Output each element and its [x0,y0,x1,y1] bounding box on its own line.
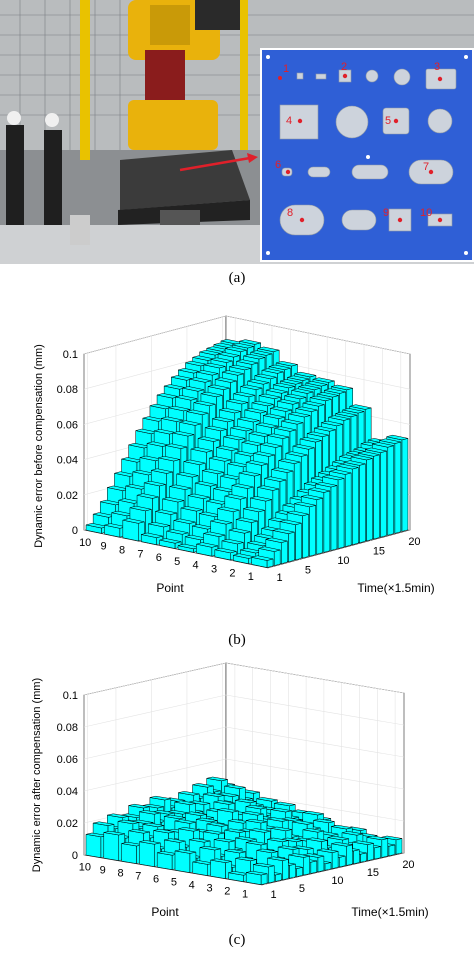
bars [85,339,409,568]
caption-b: (b) [228,632,246,648]
fence-post [240,0,248,150]
y-tick-label: 1 [276,572,282,584]
bar [214,547,237,561]
z-tick-label: 0 [72,850,78,862]
z-tick-label: 0.08 [57,722,78,734]
y-tick-label: 5 [305,564,311,576]
x-tick-label: 1 [248,571,254,583]
z-tick-label: 0.1 [63,690,78,702]
x-tick-label: 1 [242,889,248,901]
hole-label: 7 [423,161,429,173]
hole-label: 8 [287,207,293,219]
z-gridline [83,662,405,696]
y-tick-label: 15 [373,545,385,557]
x-tick-label: 7 [137,548,143,560]
z-tick-label: 0.06 [57,754,78,766]
y-tick-label: 1 [270,889,276,901]
z-axis-label: Dynamic error before compensation (mm) [33,344,45,548]
x-tick-label: 4 [189,880,195,892]
x-tick-label: 3 [206,883,212,895]
x-tick-label: 8 [119,545,125,557]
x-tick-label: 2 [224,886,230,898]
y-tick-label: 20 [402,859,414,871]
y-tick-label: 20 [408,536,420,548]
z-tick-label: 0 [72,525,78,537]
z-tick-label: 0.04 [57,455,78,467]
x-tick-label: 9 [101,541,107,553]
hole-label: 6 [275,159,281,171]
x-tick-label: 10 [79,862,91,874]
x-tick-label: 6 [156,552,162,564]
x-tick-label: 8 [117,868,123,880]
hole-label: 1 [283,63,289,75]
x-tick-label: 3 [211,564,217,576]
x-tick-label: 6 [153,874,159,886]
z-gridline [83,315,411,355]
y-tick-label: 5 [299,883,305,895]
x-tick-label: 2 [229,567,235,579]
bar [177,543,200,553]
z-tick-label: 0.02 [57,818,78,830]
robot-arm [128,0,240,150]
hole-label: 9 [383,207,389,219]
z-gridline [83,726,405,760]
x-tick-label: 4 [193,560,199,572]
plate-inset: 1 2 3 4 5 6 7 8 9 10 [260,48,474,262]
bar [159,538,182,549]
caption-a: (a) [228,270,246,286]
y-axis-label: Time(×1.5min) [351,905,428,919]
hole-label: 4 [286,115,292,127]
chart-before-compensation: 00.020.040.060.080.110 9 8 7 6 5 4 3 2 1 15101520P… [33,315,435,595]
z-tick-label: 0.04 [57,786,78,798]
setup-photo: 1 2 3 4 5 6 7 8 9 10 [0,0,474,264]
z-gridline [83,694,405,728]
z-tick-label: 0.08 [57,384,78,396]
y-tick-label: 15 [367,867,379,879]
worktable [118,150,250,260]
x-tick-label: 5 [174,556,180,568]
bars [85,776,403,885]
x-tick-label: 9 [100,865,106,877]
fence-post [80,0,90,160]
z-gridline [83,758,405,792]
y-tick-label: 10 [331,875,343,887]
z-tick-label: 0.06 [57,419,78,431]
pointer-arrow [179,156,251,172]
x-axis-label: Point [156,581,184,595]
y-tick-label: 10 [337,555,349,567]
hole-label: 5 [385,115,391,127]
x-tick-label: 5 [171,877,177,889]
z-tick-label: 0.02 [57,490,78,502]
x-tick-label: 7 [135,871,141,883]
chart-after-compensation: 00.020.040.060.080.110 9 8 7 6 5 4 3 2 1 15101520P… [31,662,429,919]
z-tick-label: 0.1 [63,349,78,361]
z-axis-label: Dynamic error after compensation (mm) [31,678,43,872]
bar [251,555,274,568]
caption-c: (c) [228,932,246,948]
x-axis-label: Point [151,905,179,919]
hole-label: 2 [341,61,347,73]
bar [245,870,268,885]
hole-label: 10 [420,207,432,219]
y-axis-label: Time(×1.5min) [357,581,434,595]
x-tick-label: 10 [79,537,91,549]
hole-label: 3 [434,61,440,73]
